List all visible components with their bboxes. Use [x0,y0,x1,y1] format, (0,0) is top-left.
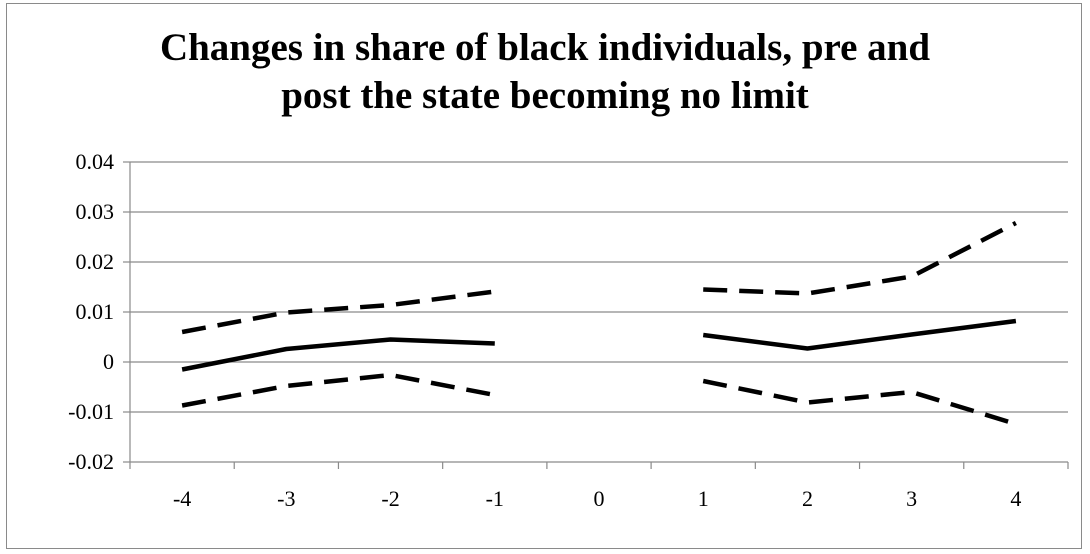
x-tick-label: 2 [802,486,813,511]
confidence-bound-line [703,220,1017,296]
y-tick-label: -0.02 [68,449,114,474]
y-tick-label: 0.04 [76,149,115,174]
y-axis-tick-labels: 0.04 0.03 0.02 0.01 0 -0.01 -0.02 [68,149,114,474]
x-tick-label: 1 [698,486,709,511]
y-tick-label: 0 [103,349,114,374]
chart-title: Changes in share of black individuals, p… [0,24,1090,120]
confidence-bound-line [181,372,496,408]
y-tick-label: 0.02 [76,249,115,274]
series-lines [181,220,1017,427]
axes [123,161,1069,469]
chart-title-line-2: post the state becoming no limit [281,74,809,117]
x-tick-label: -1 [486,486,504,511]
x-tick-label: -3 [277,486,295,511]
x-tick-label: 0 [594,486,605,511]
x-tick-label: 3 [906,486,917,511]
y-tick-label: 0.01 [76,299,115,324]
x-axis-tick-labels: -4 -3 -2 -1 0 1 2 3 4 [173,486,1021,511]
confidence-bound-line [702,378,1017,427]
x-tick-label: -2 [381,486,399,511]
confidence-bound-line [181,289,496,335]
y-tick-label: 0.03 [76,199,115,224]
chart-title-line-1: Changes in share of black individuals, p… [159,26,931,69]
y-tick-label: -0.01 [68,399,114,424]
x-tick-label: 4 [1010,486,1021,511]
gridlines [130,161,1068,463]
estimate-line [181,337,495,372]
estimate-line [702,318,1017,351]
x-tick-label: -4 [173,486,191,511]
